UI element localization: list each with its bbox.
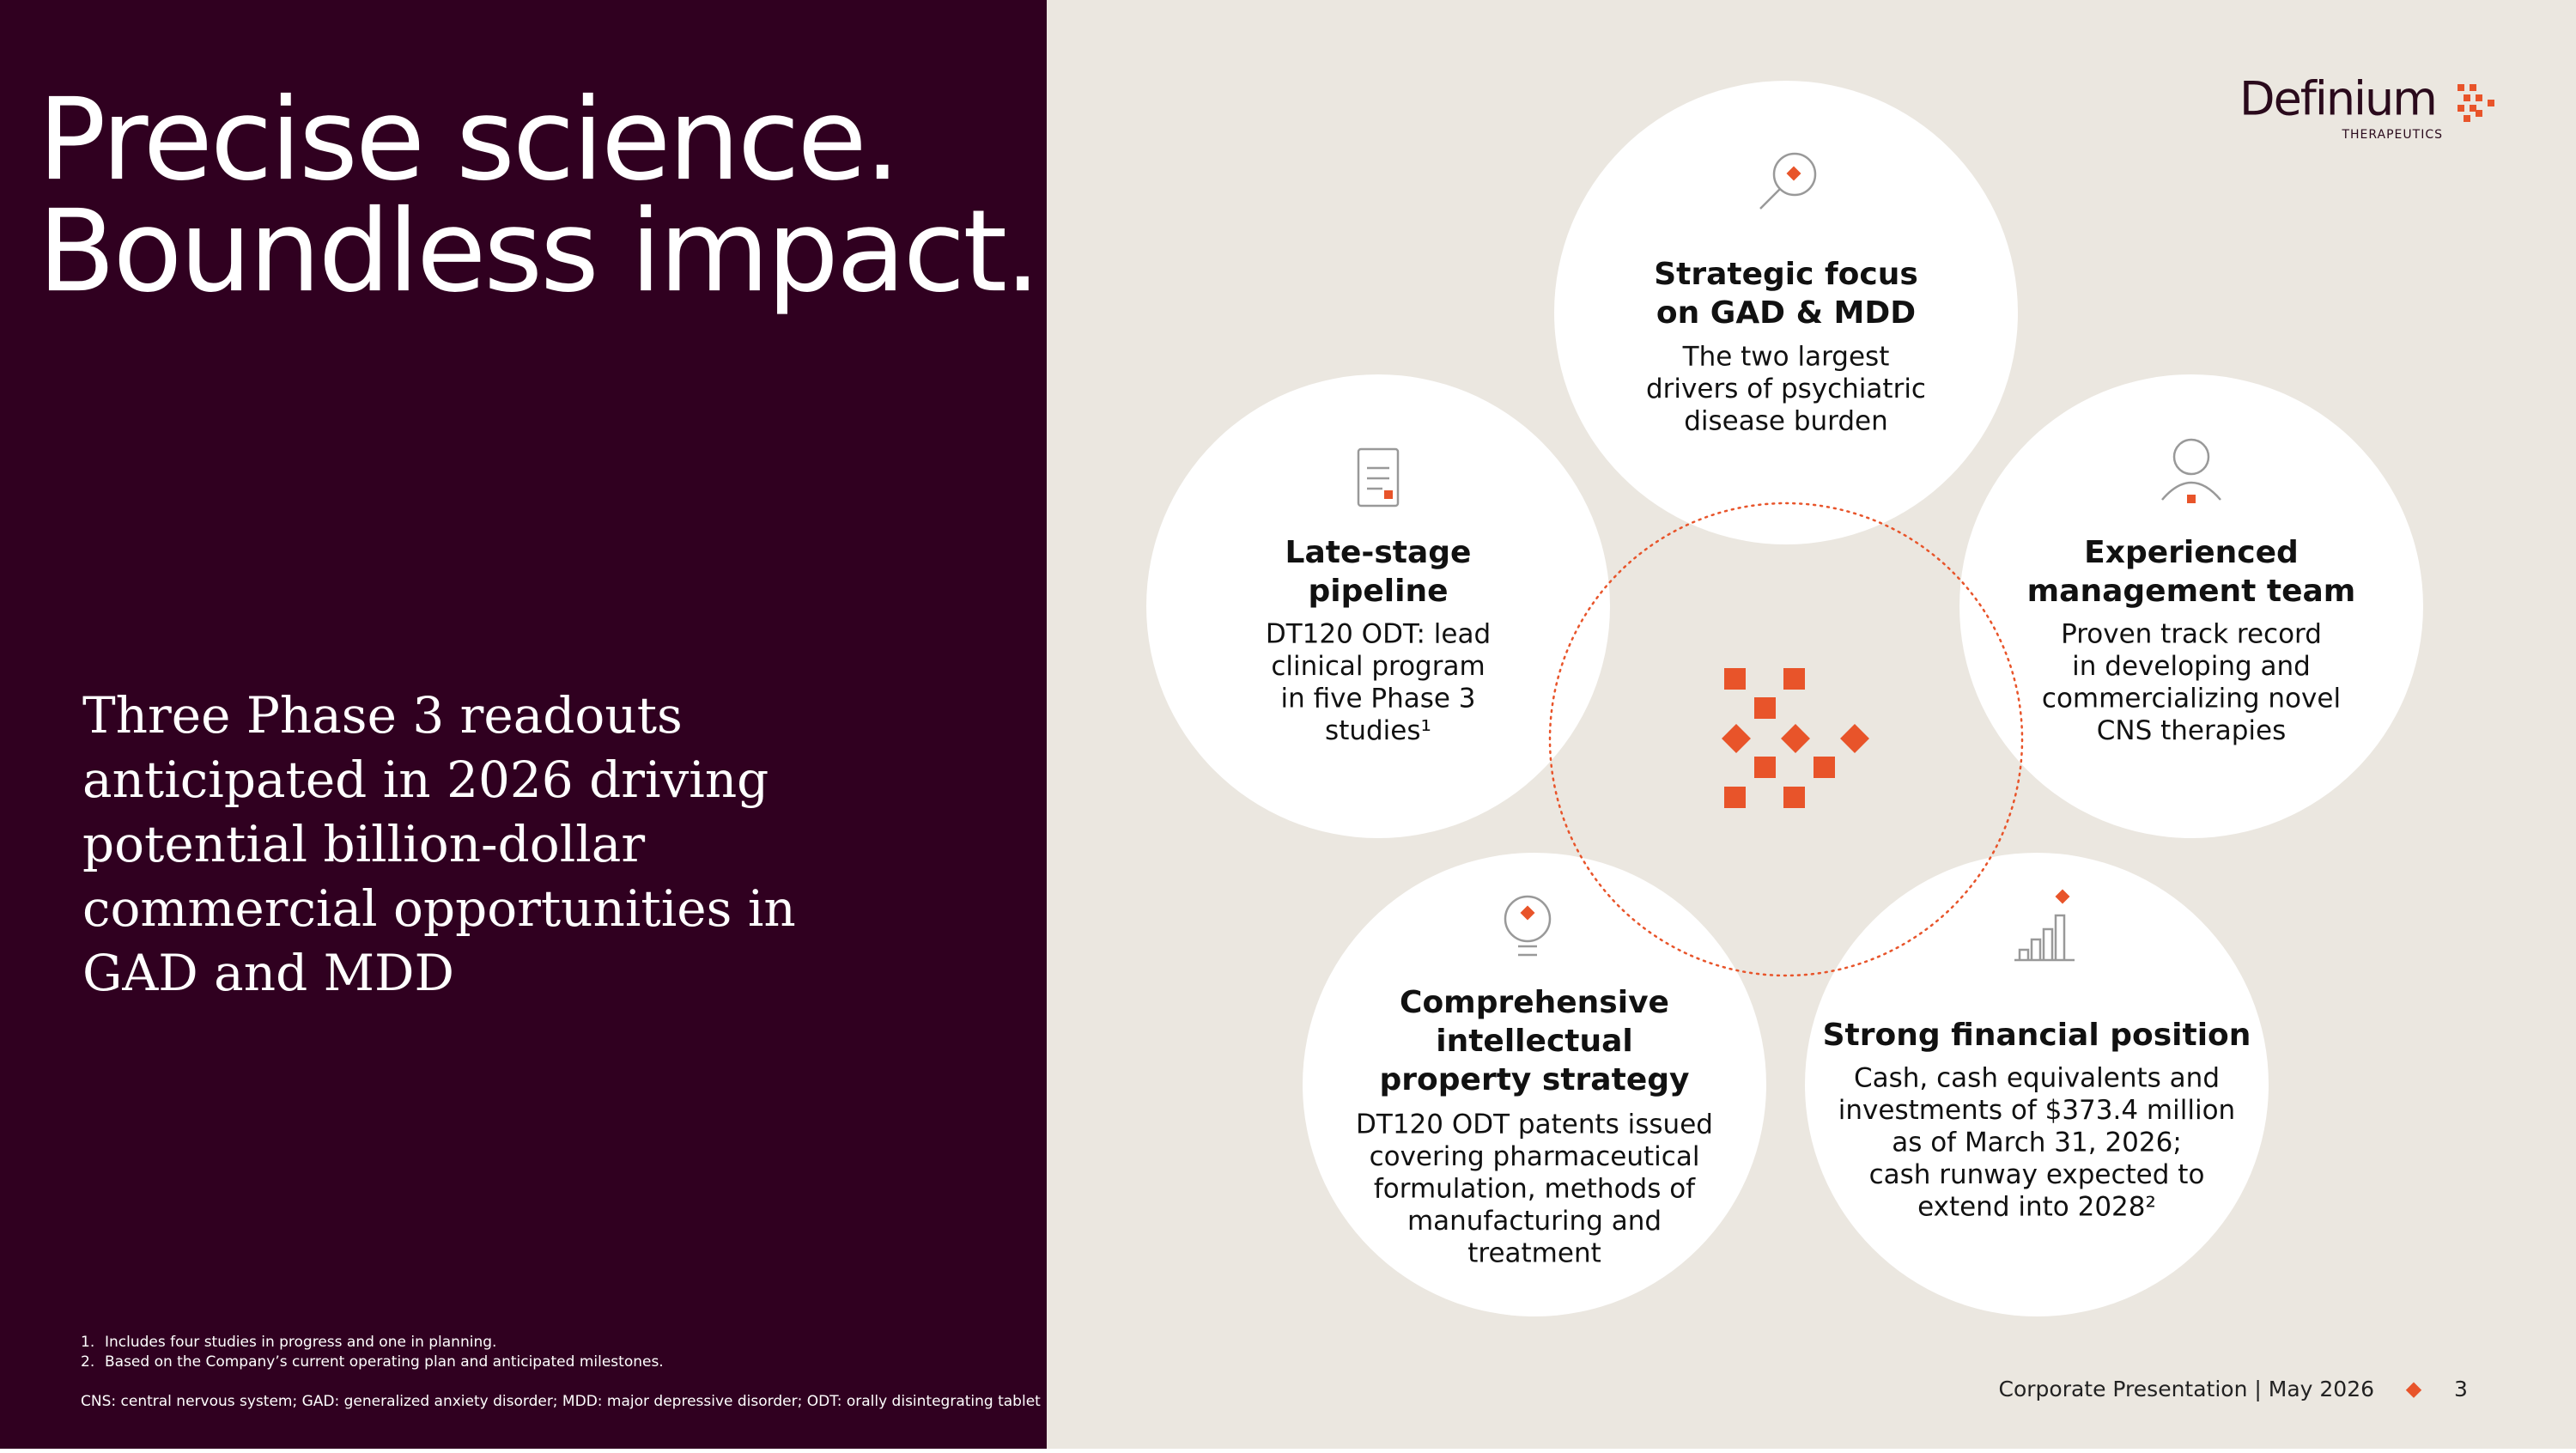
footnote-text: Based on the Company’s current operating… [105,1353,664,1371]
footnote-marker: 1. [81,1334,94,1351]
pillar-body: Proven track record [2061,619,2322,650]
pillar-body: Cash, cash equivalents and [1854,1063,2220,1094]
circle [1959,374,2423,838]
pillar-body: formulation, methods of [1374,1174,1696,1205]
tagline: commercial opportunities in [82,879,796,938]
pillar-body: studies¹ [1325,715,1431,746]
pillar-heading: on GAD & MDD [1656,295,1916,331]
tagline: GAD and MDD [82,944,454,1002]
left-panel [0,0,1047,1449]
tagline: Three Phase 3 readouts [82,686,683,745]
pillar-body: The two largest [1682,342,1890,373]
circle [1554,81,2018,544]
pillar-body: manufacturing and [1407,1206,1662,1237]
pillar-body: cash runway expected to [1869,1159,2205,1190]
footer-text: Corporate Presentation | May 2026 [1999,1377,2375,1401]
pillar-body: treatment [1467,1238,1601,1269]
pillar-heading: Comprehensive [1400,985,1669,1020]
dotted-ring [1548,502,2024,977]
logo-name: Definium [2239,72,2436,126]
title: Boundless impact. [38,185,1038,318]
pillar-body: extend into 2028² [1917,1192,2156,1223]
footnote-text: Includes four studies in progress and on… [105,1334,496,1351]
title: Precise science. [38,74,898,206]
pillar-body: investments of $373.4 million [1838,1095,2235,1126]
pillar-body: covering pharmaceutical [1370,1141,1700,1172]
pillar-body: DT120 ODT patents issued [1356,1110,1713,1140]
circle [1805,853,2269,1316]
pillar-body: in five Phase 3 [1280,684,1475,714]
pillar-body: clinical program [1271,651,1485,682]
circle [1146,374,1610,838]
footer-diamond [2405,1382,2422,1398]
pillar-body: DT120 ODT: lead [1266,619,1491,650]
pillar-body: as of March 31, 2026; [1892,1128,2182,1158]
pillar-body: drivers of psychiatric [1646,374,1926,404]
pillar-heading: Experienced [2084,535,2299,570]
pillar-body: disease burden [1684,406,1888,437]
pillar-heading: property strategy [1380,1062,1690,1097]
logo-mark [2458,84,2494,122]
circle [1303,853,1766,1316]
logo-subtitle: THERAPEUTICS [2341,128,2443,142]
pillar-heading: management team [2027,574,2356,609]
page-number: 3 [2454,1377,2468,1401]
tagline: potential billion-dollar [82,815,645,873]
pillar-heading: Late-stage [1285,535,1472,570]
tagline: anticipated in 2026 driving [82,751,769,809]
pillar-body: CNS therapies [2097,715,2287,746]
pillar-body: in developing and [2072,651,2311,682]
pillar-body: commercializing novel [2042,684,2341,714]
pillar-heading: Strong financial position [1823,1018,2251,1053]
pillar-heading: Strategic focus [1654,257,1918,292]
footnote-marker: 2. [81,1353,94,1371]
pillar-heading: intellectual [1436,1024,1633,1059]
pillar-circles [1146,81,2423,1316]
pillar-heading: pipeline [1308,574,1448,609]
abbreviations: CNS: central nervous system; GAD: genera… [81,1393,1041,1410]
